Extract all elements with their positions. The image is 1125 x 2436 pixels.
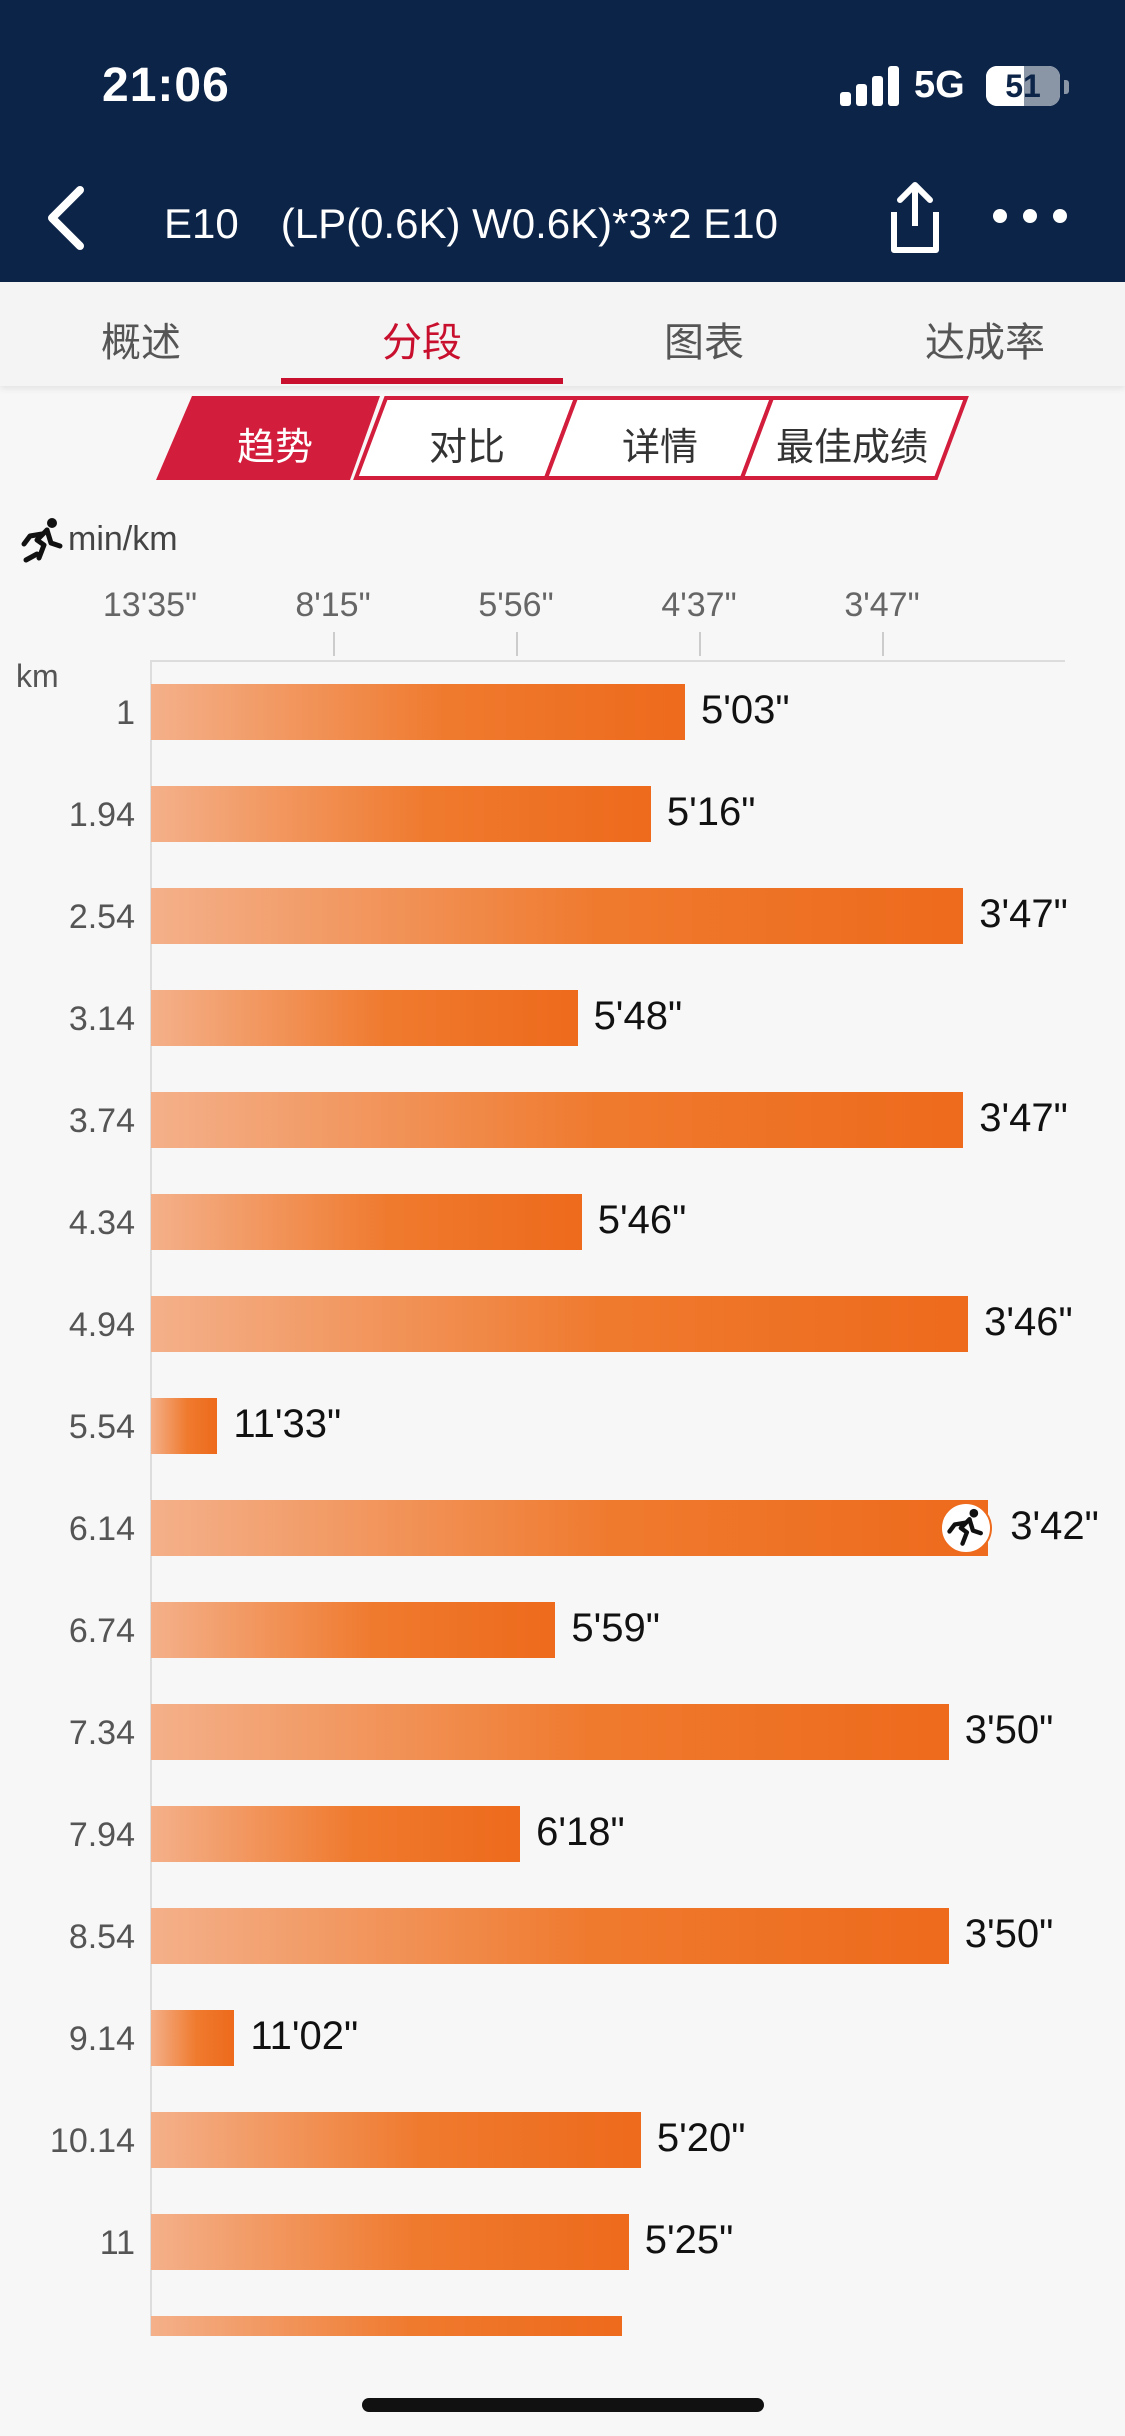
- pace-value-label: 5'48": [593, 994, 683, 1038]
- pace-value-label: 3'50": [964, 1912, 1054, 1956]
- pace-value-label: 3'42": [1010, 1504, 1099, 1548]
- tab-bar: 概述 分段 图表 达成率: [0, 282, 1125, 386]
- y-axis-unit: km: [16, 658, 59, 694]
- y-tick-label: 4.94: [68, 1306, 135, 1344]
- status-time: 21:06: [102, 59, 230, 112]
- tab-achievement[interactable]: 达成率: [925, 321, 1045, 365]
- pace-bar[interactable]: [151, 1806, 521, 1862]
- y-tick-label: 7.34: [68, 1714, 135, 1752]
- pace-bar[interactable]: [151, 1296, 969, 1352]
- page-title: E10 (LP(0.6K) W0.6K)*3*2 E10: [164, 200, 778, 247]
- y-tick-label: 2.54: [68, 898, 135, 936]
- pace-bar[interactable]: [151, 2214, 629, 2270]
- x-tick-mark: [882, 632, 884, 656]
- pace-bar[interactable]: [151, 2010, 235, 2066]
- battery-percent: 51: [1005, 68, 1041, 104]
- tab-overview[interactable]: 概述: [101, 321, 181, 365]
- x-tick-label: 13'35": [102, 586, 198, 624]
- y-tick-label: 9.14: [68, 2020, 135, 2058]
- y-tick-label: 4.34: [68, 1204, 135, 1242]
- segment-compare[interactable]: 对比: [428, 427, 505, 469]
- pace-bar[interactable]: [151, 1602, 556, 1658]
- pace-value-label: 3'46": [984, 1300, 1073, 1344]
- home-indicator[interactable]: [362, 2398, 764, 2412]
- x-tick-label: 3'47": [844, 586, 920, 624]
- pace-bar[interactable]: [151, 1398, 218, 1454]
- x-tick-mark: [516, 632, 518, 656]
- back-chevron-icon[interactable]: [40, 178, 100, 258]
- pace-value-label: 6'18": [536, 1810, 625, 1854]
- more-icon[interactable]: [990, 196, 1070, 236]
- pace-bar[interactable]: [151, 1704, 949, 1760]
- active-tab-indicator: [281, 378, 563, 384]
- x-tick-label: 5'56": [478, 586, 554, 624]
- segment-trend[interactable]: 趋势: [236, 427, 313, 469]
- signal-icon: [840, 66, 900, 106]
- pace-value-label: 11'33": [233, 1402, 342, 1446]
- pace-bar[interactable]: [151, 1194, 582, 1250]
- pace-bar[interactable]: [151, 786, 651, 842]
- y-tick-label: 10.14: [49, 2122, 135, 2160]
- x-tick-mark: [699, 632, 701, 656]
- battery-icon: 51: [986, 66, 1060, 106]
- pace-bar[interactable]: [151, 1500, 989, 1556]
- pace-value-label: 3'47": [979, 1096, 1068, 1140]
- pace-bar[interactable]: [151, 1092, 964, 1148]
- y-tick-label: 6.14: [68, 1510, 135, 1548]
- y-tick-label: 6.74: [68, 1612, 135, 1650]
- pace-bar[interactable]: [151, 2112, 641, 2168]
- y-tick-label: 1: [116, 694, 135, 732]
- network-type: 5G: [914, 64, 965, 106]
- pace-bar[interactable]: [151, 888, 964, 944]
- y-tick-label: 3.74: [68, 1102, 135, 1140]
- pace-bar[interactable]: [151, 1908, 949, 1964]
- pace-value-label: 5'16": [666, 790, 756, 834]
- x-tick-mark: [333, 632, 335, 656]
- y-tick-label: 3.14: [68, 1000, 135, 1038]
- y-tick-label: 1.94: [68, 796, 135, 834]
- best-pace-runner-icon: [940, 1502, 993, 1554]
- pace-value-label: 3'47": [979, 892, 1068, 936]
- y-tick-label: 7.94: [68, 1816, 135, 1854]
- battery-tip: [1064, 80, 1069, 94]
- y-tick-label: 5.54: [68, 1408, 135, 1446]
- runner-icon: [21, 518, 63, 563]
- bottom-fade: [0, 2336, 1125, 2436]
- pace-bar[interactable]: [151, 684, 686, 740]
- segment-details[interactable]: 详情: [621, 427, 698, 469]
- pace-value-label: 5'59": [571, 1606, 660, 1650]
- share-icon[interactable]: [880, 178, 950, 256]
- pace-value-label: 5'20": [656, 2116, 746, 2160]
- segmented-control-frame: [156, 396, 969, 480]
- top-header: 21:06 5G 51 E10 (LP(0.6K) W0.6K)*3*2 E10: [0, 0, 1125, 282]
- x-tick-label: 8'15": [295, 586, 371, 624]
- pace-value-label: 3'50": [964, 1708, 1054, 1752]
- y-tick-label: 8.54: [68, 1918, 135, 1956]
- tab-splits[interactable]: 分段: [382, 321, 462, 365]
- pace-bar[interactable]: [151, 990, 578, 1046]
- x-axis-line: [150, 660, 1065, 662]
- pace-value-label: 11'02": [250, 2014, 359, 2058]
- tab-charts[interactable]: 图表: [664, 321, 744, 365]
- pace-value-label: 5'03": [701, 688, 790, 732]
- y-tick-label: 11: [99, 2224, 135, 2262]
- x-tick-label: 4'37": [661, 586, 737, 624]
- chart-unit: min/km: [68, 520, 178, 558]
- segment-best[interactable]: 最佳成绩: [775, 427, 928, 469]
- pace-value-label: 5'46": [597, 1198, 687, 1242]
- pace-value-label: 5'25": [644, 2218, 734, 2262]
